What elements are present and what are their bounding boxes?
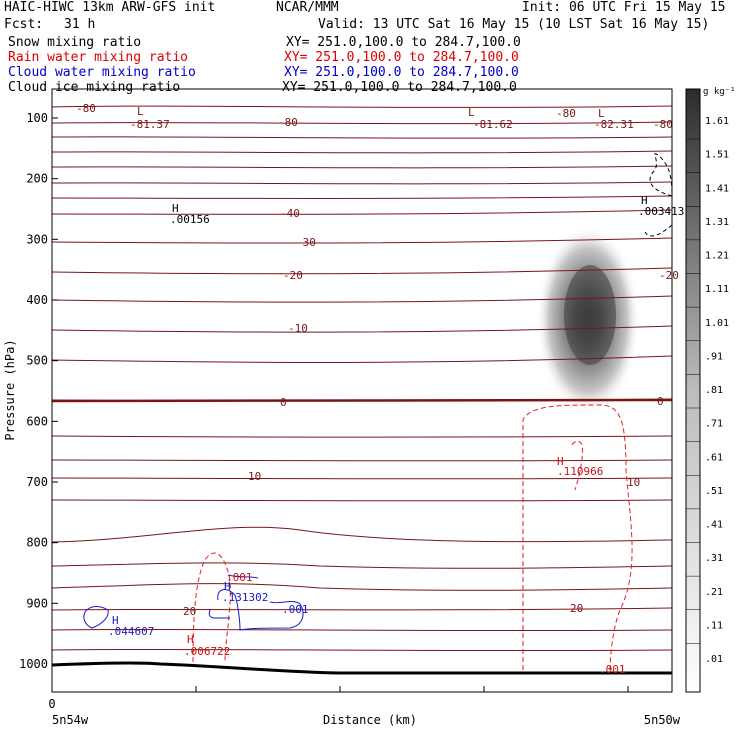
temp-label: 10	[627, 476, 640, 489]
y-tick-label: 800	[26, 536, 48, 550]
field-rain-xy: XY= 251.0,100.0 to 284.7,100.0	[284, 50, 519, 65]
temp-label: -81.62	[473, 118, 513, 131]
y-tick-label: 1000	[19, 657, 48, 671]
x-end-label-left: 5n54w	[52, 713, 89, 727]
y-tick-label: 700	[26, 475, 48, 489]
model-title: HAIC-HIWC 13km ARW-GFS init	[4, 0, 216, 15]
forecast-label: Fcst:	[4, 17, 44, 32]
snow-inner-core	[564, 265, 616, 365]
cloud-water-contours	[83, 574, 304, 631]
temp-label: 10	[248, 470, 261, 483]
temp-label: -10	[288, 322, 308, 335]
y-axis: 100 200 300 400 500 600 700 800 900 1000	[19, 111, 58, 671]
temp-label: 0	[280, 396, 287, 409]
rain-label: .001	[599, 663, 626, 676]
colorbar-label: .31	[705, 553, 723, 564]
colorbar-ticks: 1.61 1.51 1.41 1.31 1.21 1.11 1.01 .91 .81 .71 .61…	[686, 116, 729, 665]
x-end-label-right: 5n50w	[644, 713, 681, 727]
y-tick-label: 100	[26, 111, 48, 125]
temp-label: 0	[657, 395, 664, 408]
high-marker: H	[187, 633, 194, 646]
field-snow-xy: XY= 251.0,100.0 to 284.7,100.0	[286, 35, 521, 50]
temp-label: -40	[280, 207, 300, 220]
temp-label: -20	[283, 269, 303, 282]
low-marker: L	[468, 106, 475, 119]
temp-label: -80	[76, 102, 96, 115]
temperature-label-group: -80 -81.37 -80 -81.62 -80 -82.31 -80 -40…	[76, 102, 679, 618]
field-cloudwater-xy: XY= 251.0,100.0 to 284.7,100.0	[284, 65, 519, 80]
colorbar-label: .61	[705, 452, 723, 463]
extrema-value: .131302	[222, 591, 268, 604]
y-tick-label: 300	[26, 232, 48, 246]
cloud-ice-contour	[649, 153, 672, 197]
field-rain-name: Rain water mixing ratio	[8, 50, 189, 65]
high-marker: H	[112, 614, 119, 627]
temp-label: -81.37	[130, 118, 170, 131]
field-cloudice-name: Cloud ice mixing ratio	[8, 80, 181, 95]
x-tick-label: 0	[48, 697, 55, 711]
extrema-value: .00156	[170, 213, 210, 226]
valid-time: Valid: 13 UTC Sat 16 May 15 (10 LST Sat …	[318, 17, 710, 32]
temp-label: -30	[296, 236, 316, 249]
temp-label: -82.31	[594, 118, 634, 131]
y-tick-label: 500	[26, 354, 48, 368]
colorbar	[685, 88, 701, 693]
colorbar-label: .91	[705, 351, 723, 362]
colorbar-label: .81	[705, 385, 723, 396]
colorbar-label: 1.31	[705, 217, 729, 228]
temp-label: -80	[556, 107, 576, 120]
colorbar-label: .51	[705, 486, 723, 497]
colorbar-label: 1.61	[705, 116, 729, 127]
plot-frame	[51, 88, 673, 693]
colorbar-label: 1.01	[705, 318, 729, 329]
colorbar-label: 1.41	[705, 183, 729, 194]
colorbar-unit: g kg⁻¹	[703, 87, 736, 97]
high-marker: H	[641, 194, 648, 207]
colorbar-label: 1.51	[705, 150, 729, 161]
ground-surface	[52, 661, 672, 675]
extrema-value: .003413	[638, 205, 684, 218]
colorbar-label: 1.11	[705, 284, 729, 295]
center-label: NCAR/MMM	[276, 0, 339, 15]
temp-label: 20	[183, 605, 196, 618]
temp-label: -80	[653, 118, 673, 131]
extrema-label-group: L L L H .00156 H .003413 H .110966 H .13…	[108, 105, 684, 676]
field-cloudice-xy: XY= 251.0,100.0 to 284.7,100.0	[282, 80, 517, 95]
y-tick-label: 900	[26, 596, 48, 610]
extrema-value: .006722	[184, 645, 230, 658]
extrema-value: .044607	[108, 625, 154, 638]
x-axis-label: Distance (km)	[323, 713, 417, 727]
colorbar-label: .21	[705, 587, 723, 598]
field-snow-name: Snow mixing ratio	[8, 35, 142, 50]
field-cloudwater-name: Cloud water mixing ratio	[8, 65, 196, 80]
colorbar-label: .71	[705, 419, 723, 430]
high-marker: H	[224, 580, 231, 593]
y-tick-label: 600	[26, 414, 48, 428]
rain-contours	[192, 404, 633, 671]
low-marker: L	[137, 105, 144, 118]
y-axis-label: Pressure (hPa)	[3, 339, 17, 440]
colorbar-label: 1.21	[705, 251, 729, 262]
temp-label: -20	[659, 269, 679, 282]
freezing-level	[52, 398, 672, 403]
temp-label: -80	[278, 116, 298, 129]
colorbar-label: .01	[705, 654, 723, 665]
low-marker: L	[598, 107, 605, 120]
y-tick-label: 200	[26, 172, 48, 186]
init-time: Init: 06 UTC Fri 15 May 15	[522, 0, 726, 15]
colorbar-label: .41	[705, 520, 723, 531]
extrema-value: .110966	[557, 465, 603, 478]
colorbar-label: .11	[705, 620, 723, 631]
temp-label: 20	[570, 602, 583, 615]
rain-label: .001	[226, 571, 253, 584]
high-marker: H	[557, 455, 564, 468]
cloud-water-label: .001	[282, 603, 309, 616]
high-marker: H	[172, 202, 179, 215]
x-axis	[51, 686, 629, 692]
forecast-hours: 31 h	[64, 17, 96, 32]
y-tick-label: 400	[26, 293, 48, 307]
